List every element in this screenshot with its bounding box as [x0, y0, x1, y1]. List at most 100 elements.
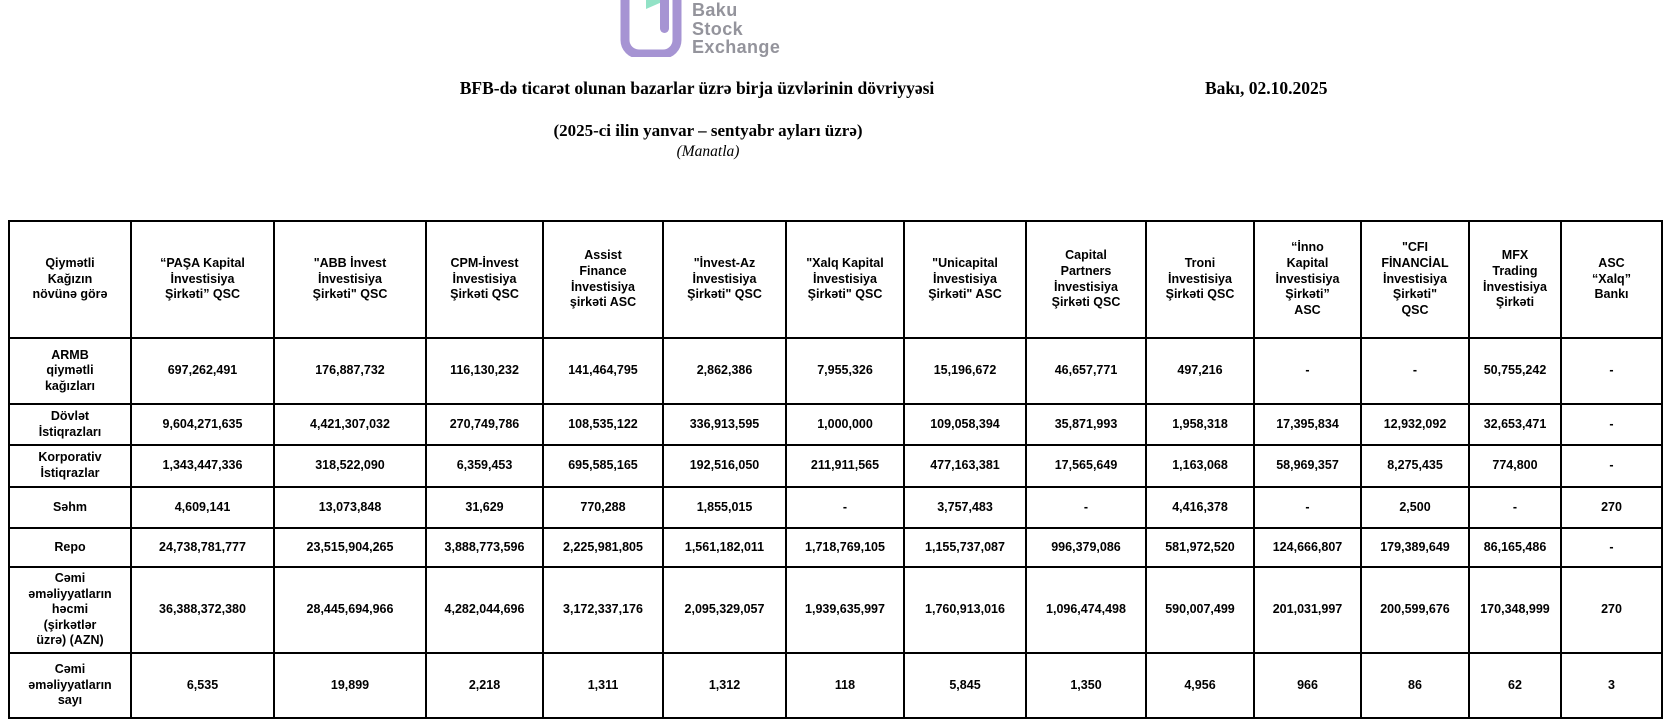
- data-cell: 1,312: [662, 652, 787, 719]
- data-cell: -: [1468, 486, 1562, 529]
- data-cell: -: [1560, 403, 1663, 446]
- data-cell: 497,216: [1145, 337, 1255, 405]
- data-cell: 1,311: [542, 652, 664, 719]
- data-cell: 1,561,182,011: [662, 527, 787, 568]
- data-cell: 1,096,474,498: [1025, 566, 1147, 654]
- data-cell: 17,565,649: [1025, 444, 1147, 488]
- table-row: Dövlət İstiqrazları 9,604,271,635 4,421,30…: [8, 403, 1663, 446]
- data-cell: 5,845: [903, 652, 1027, 719]
- data-cell: 477,163,381: [903, 444, 1027, 488]
- data-cell: 1,718,769,105: [785, 527, 905, 568]
- table-header-row: Qiymətli Kağızın növünə görə “PAŞA Kapita…: [8, 220, 1663, 339]
- data-cell: 1,343,447,336: [130, 444, 275, 488]
- column-header: "Xalq Kapital İnvestisiya Şirkəti" QSC: [785, 220, 905, 339]
- data-cell: 2,500: [1360, 486, 1470, 529]
- data-cell: 35,871,993: [1025, 403, 1147, 446]
- data-cell: 1,958,318: [1145, 403, 1255, 446]
- column-header: “PAŞA Kapital İnvestisiya Şirkəti” QSC: [130, 220, 275, 339]
- column-header: Capital Partners İnvestisiya Şirkəti QSC: [1025, 220, 1147, 339]
- data-cell: 590,007,499: [1145, 566, 1255, 654]
- data-cell: 201,031,997: [1253, 566, 1362, 654]
- column-header: CPM-İnvest İnvestisiya Şirkəti QSC: [425, 220, 544, 339]
- logo-line-1: Baku: [692, 0, 738, 20]
- data-cell: -: [1360, 337, 1470, 405]
- data-cell: 2,218: [425, 652, 544, 719]
- data-cell: 12,932,092: [1360, 403, 1470, 446]
- data-cell: 141,464,795: [542, 337, 664, 405]
- data-cell: 17,395,834: [1253, 403, 1362, 446]
- report-subtitle: (2025-ci ilin yanvar – sentyabr ayları ü…: [553, 121, 863, 140]
- bse-logo-wordmark: Baku Stock Exchange: [692, 1, 780, 57]
- data-cell: 4,282,044,696: [425, 566, 544, 654]
- table-row: ARMB qiymətli kağızları 697,262,491 176,88…: [8, 337, 1663, 405]
- data-cell: 24,738,781,777: [130, 527, 275, 568]
- data-cell: -: [1025, 486, 1147, 529]
- data-cell: 50,755,242: [1468, 337, 1562, 405]
- table-row: Səhm 4,609,141 13,073,848 31,629 770,288 1,85…: [8, 486, 1663, 529]
- column-header: "Unicapital İnvestisiya Şirkəti" ASC: [903, 220, 1027, 339]
- data-cell: 2,095,329,057: [662, 566, 787, 654]
- data-cell: 3: [1560, 652, 1663, 719]
- column-header: "CFI FİNANCİAL İnvestisiya Şirkəti" QSC: [1360, 220, 1470, 339]
- row-label: Dövlət İstiqrazları: [8, 403, 132, 446]
- data-cell: 179,389,649: [1360, 527, 1470, 568]
- data-cell: 19,899: [273, 652, 427, 719]
- data-cell: 108,535,122: [542, 403, 664, 446]
- data-cell: 36,388,372,380: [130, 566, 275, 654]
- column-header: Troni İnvestisiya Şirkəti QSC: [1145, 220, 1255, 339]
- data-cell: 4,416,378: [1145, 486, 1255, 529]
- data-cell: 62: [1468, 652, 1562, 719]
- column-header: “İnno Kapital İnvestisiya Şirkəti” ASC: [1253, 220, 1362, 339]
- column-header: "ABB İnvest İnvestisiya Şirkəti" QSC: [273, 220, 427, 339]
- data-cell: -: [785, 486, 905, 529]
- data-cell: 3,757,483: [903, 486, 1027, 529]
- data-cell: 770,288: [542, 486, 664, 529]
- row-label: ARMB qiymətli kağızları: [8, 337, 132, 405]
- data-cell: 6,535: [130, 652, 275, 719]
- data-cell: 697,262,491: [130, 337, 275, 405]
- data-cell: 8,275,435: [1360, 444, 1470, 488]
- data-cell: 1,855,015: [662, 486, 787, 529]
- column-header: Assist Finance İnvestisiya şirkəti ASC: [542, 220, 664, 339]
- data-cell: 1,350: [1025, 652, 1147, 719]
- data-cell: 1,000,000: [785, 403, 905, 446]
- data-cell: 1,939,635,997: [785, 566, 905, 654]
- corner-header: Qiymətli Kağızın növünə görə: [8, 220, 132, 339]
- data-cell: -: [1560, 527, 1663, 568]
- data-cell: 3,888,773,596: [425, 527, 544, 568]
- data-cell: 1,155,737,087: [903, 527, 1027, 568]
- logo-line-2: Stock: [692, 18, 744, 39]
- turnover-table: Qiymətli Kağızın növünə görə “PAŞA Kapita…: [8, 220, 1663, 719]
- row-label: Cəmi əməliyyatların sayı: [8, 652, 132, 719]
- data-cell: 9,604,271,635: [130, 403, 275, 446]
- column-header: "İnvest-Az İnvestisiya Şirkəti" QSC: [662, 220, 787, 339]
- data-cell: 116,130,232: [425, 337, 544, 405]
- data-cell: 4,609,141: [130, 486, 275, 529]
- data-cell: 270: [1560, 486, 1663, 529]
- data-cell: 211,911,565: [785, 444, 905, 488]
- bse-logo-icon: [620, 0, 682, 57]
- data-cell: 4,956: [1145, 652, 1255, 719]
- column-header: ASC “Xalq” Bankı: [1560, 220, 1663, 339]
- row-label: Cəmi əməliyyatların həcmi (şirkətlər üzr…: [8, 566, 132, 654]
- logo-line-3: Exchange: [692, 37, 781, 57]
- data-cell: 4,421,307,032: [273, 403, 427, 446]
- data-cell: 966: [1253, 652, 1362, 719]
- data-cell: 200,599,676: [1360, 566, 1470, 654]
- data-cell: 270: [1560, 566, 1663, 654]
- data-cell: 270,749,786: [425, 403, 544, 446]
- data-cell: 23,515,904,265: [273, 527, 427, 568]
- data-cell: 86: [1360, 652, 1470, 719]
- data-cell: -: [1253, 486, 1362, 529]
- data-cell: 176,887,732: [273, 337, 427, 405]
- data-cell: 7,955,326: [785, 337, 905, 405]
- data-cell: 581,972,520: [1145, 527, 1255, 568]
- data-cell: 46,657,771: [1025, 337, 1147, 405]
- data-cell: 86,165,486: [1468, 527, 1562, 568]
- data-cell: 1,760,913,016: [903, 566, 1027, 654]
- data-cell: 32,653,471: [1468, 403, 1562, 446]
- row-label: Səhm: [8, 486, 132, 529]
- row-label: Repo: [8, 527, 132, 568]
- data-cell: 118: [785, 652, 905, 719]
